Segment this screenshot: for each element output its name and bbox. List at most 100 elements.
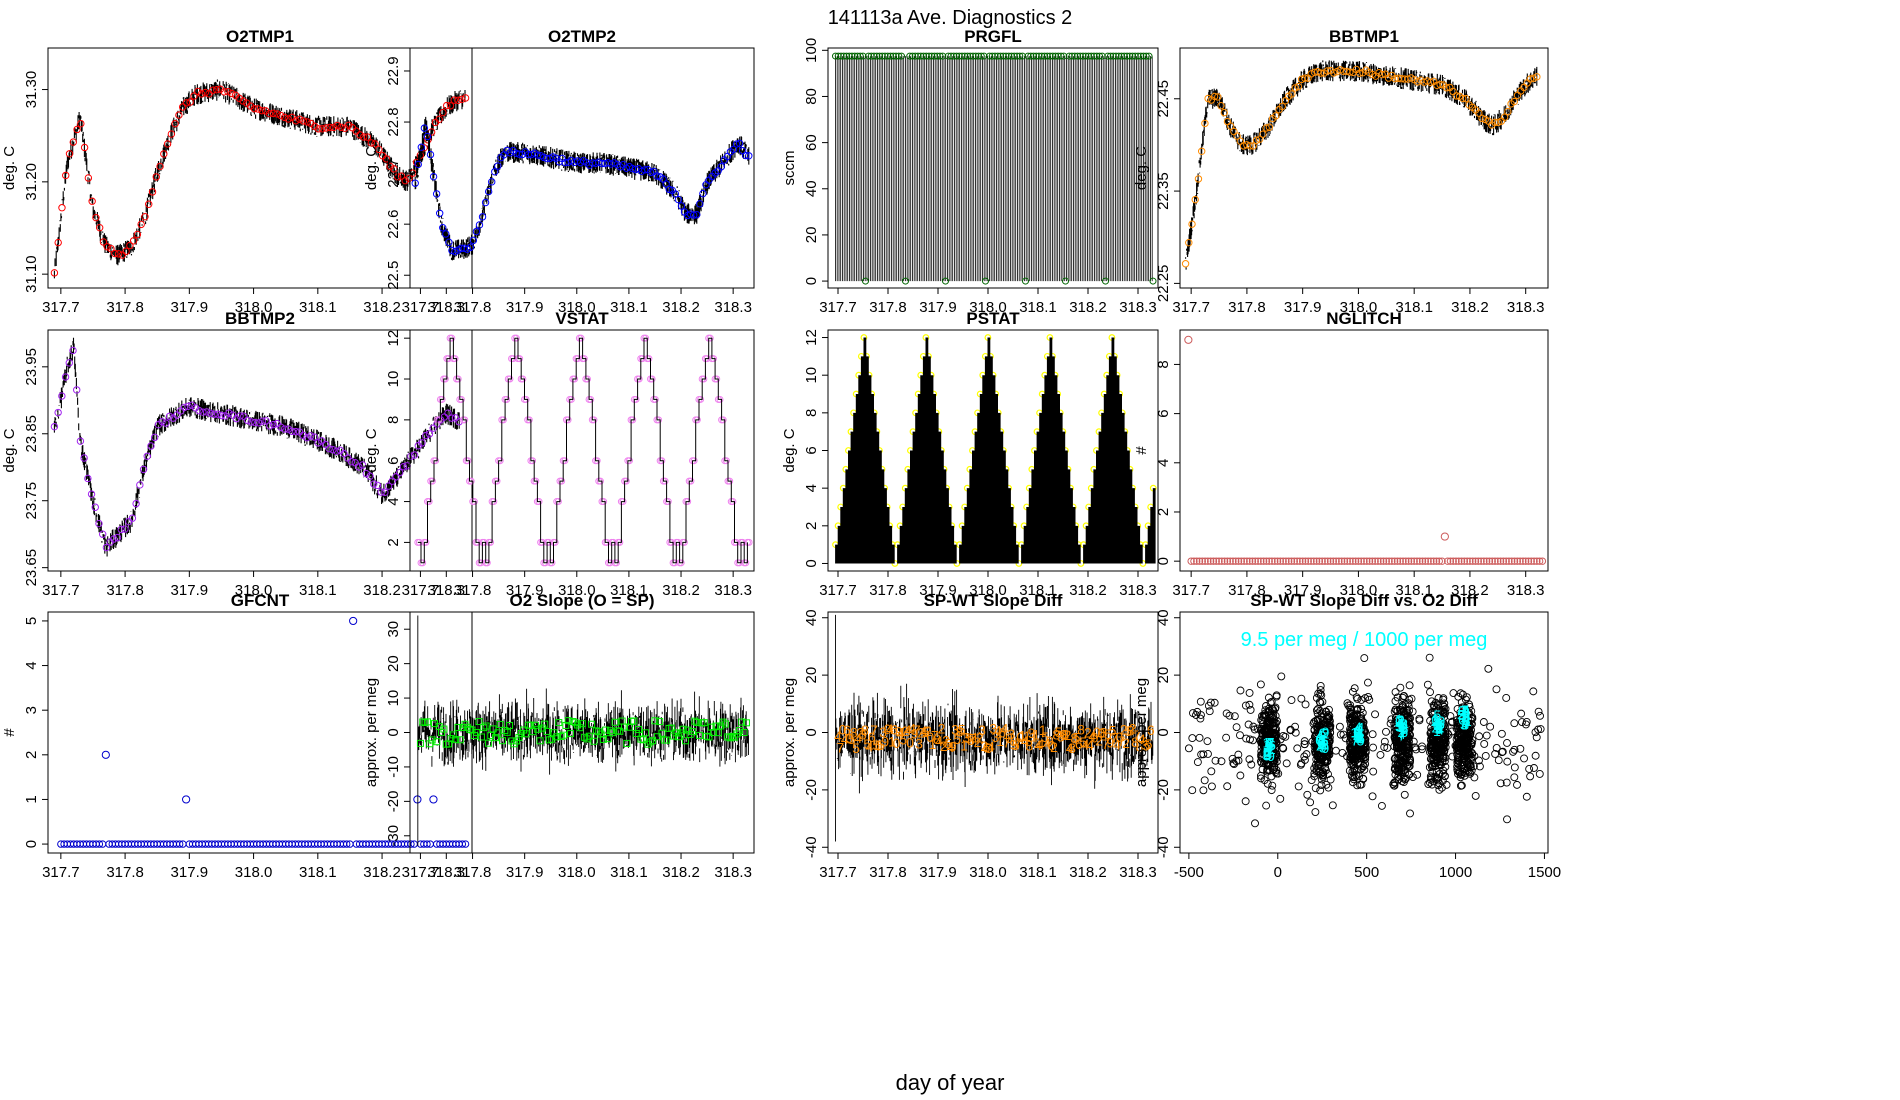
data-marker: 0 <box>1016 729 1024 745</box>
data-marker: 7 <box>1436 720 1444 736</box>
x-tick-label: 317.8 <box>106 299 144 316</box>
data-point <box>516 355 524 363</box>
data-point <box>265 109 274 118</box>
data-point <box>1312 557 1321 565</box>
data-point <box>150 433 159 442</box>
data-point-low <box>1149 277 1157 285</box>
data-noise-trace <box>835 614 1154 842</box>
data-point <box>1404 717 1413 726</box>
data-point <box>1337 557 1346 565</box>
data-marker: 0 <box>1317 735 1325 751</box>
x-tick-label: 318.0 <box>558 582 596 599</box>
y-axis-label: deg. C <box>1 428 18 472</box>
data-point <box>1482 557 1491 565</box>
y-tick-label: 22.7 <box>385 159 402 188</box>
data-point <box>697 395 705 403</box>
x-tick-label: 318.3 <box>714 299 752 316</box>
data-point <box>147 442 155 450</box>
data-point <box>1350 773 1359 782</box>
data-marker <box>609 729 617 737</box>
data-point <box>1427 727 1436 736</box>
data-marker: 9 <box>1267 748 1275 764</box>
x-tick-label: -500 <box>1174 864 1204 881</box>
data-point <box>1534 707 1543 716</box>
data-point <box>490 498 498 506</box>
data-point <box>1467 714 1476 723</box>
data-point <box>472 227 481 236</box>
data-point <box>1207 782 1216 791</box>
x-tick-label: 317.7 <box>402 864 440 881</box>
data-point <box>1471 557 1480 565</box>
x-tick-label: 317.7 <box>819 864 857 881</box>
data-marker <box>466 725 474 733</box>
data-marker: 7 <box>1118 733 1126 749</box>
data-point <box>1349 775 1358 784</box>
data-point <box>1376 750 1385 759</box>
data-marker <box>501 726 509 734</box>
data-point <box>1530 764 1538 772</box>
data-marker <box>597 730 605 738</box>
data-point <box>432 457 440 465</box>
data-point <box>674 195 683 204</box>
data-point <box>1460 723 1469 732</box>
data-marker <box>534 725 542 733</box>
chart-panel-5: BBTMP2 deg. C 317.7 317.8 317.9 318.0 318.1 318… <box>1 309 473 599</box>
data-point <box>1326 724 1335 733</box>
data-point <box>1267 697 1276 706</box>
data-marker: 6 <box>1398 719 1406 735</box>
data-point <box>1531 751 1540 760</box>
data-point <box>535 498 543 506</box>
data-point <box>1355 69 1364 77</box>
data-marker: 9 <box>1354 727 1362 743</box>
data-marker: 4 <box>1140 734 1148 750</box>
data-point <box>567 395 575 403</box>
data-point <box>1267 786 1276 795</box>
y-tick-label: 20 <box>385 655 402 672</box>
data-point <box>1290 557 1299 565</box>
data-marker: 2 <box>1263 746 1271 762</box>
data-point <box>1196 714 1205 723</box>
data-point <box>1393 557 1402 565</box>
data-marker <box>705 733 713 741</box>
data-point <box>1432 557 1441 565</box>
data-marker <box>681 737 689 745</box>
data-marker: 2 <box>1316 737 1324 753</box>
data-point <box>429 424 437 432</box>
data-marker: 7 <box>836 739 844 755</box>
data-point <box>680 538 688 546</box>
data-marker: 2 <box>1129 721 1137 737</box>
data-point <box>461 94 470 102</box>
data-marker: 0 <box>1097 725 1105 741</box>
data-marker: 8 <box>1433 714 1441 730</box>
data-point <box>355 463 363 471</box>
data-marker: 5 <box>1264 739 1272 755</box>
data-marker: 6 <box>868 729 876 745</box>
chart-panel-8: NGLITCH #317.7 317.8 317.9 318.0 318.1 318.2 31… <box>1133 309 1549 599</box>
data-marker: 6 <box>1357 730 1365 746</box>
data-point <box>1526 772 1535 781</box>
panel-title: O2 Slope (O = SP) <box>509 591 654 610</box>
data-point <box>722 457 730 465</box>
data-point <box>1480 557 1488 565</box>
data-marker <box>667 724 675 732</box>
data-marker <box>590 737 598 745</box>
data-point <box>1441 735 1450 744</box>
data-marker: 2 <box>917 725 925 741</box>
data-point <box>1324 710 1333 719</box>
data-point <box>1313 709 1322 718</box>
data-noise-trace <box>53 337 460 557</box>
data-point <box>1243 557 1251 565</box>
data-marker: 0 <box>875 738 883 754</box>
data-point <box>1368 792 1377 801</box>
data-point <box>1431 722 1440 731</box>
data-point <box>1310 764 1319 773</box>
data-point <box>288 427 296 436</box>
data-marker: 8 <box>1400 716 1408 732</box>
data-point <box>1455 557 1463 565</box>
data-point <box>1259 557 1268 565</box>
data-point <box>1340 557 1349 565</box>
data-marker: 5 <box>1142 737 1150 753</box>
data-point <box>352 127 360 135</box>
data-point <box>1516 557 1524 565</box>
data-point <box>1413 770 1422 779</box>
